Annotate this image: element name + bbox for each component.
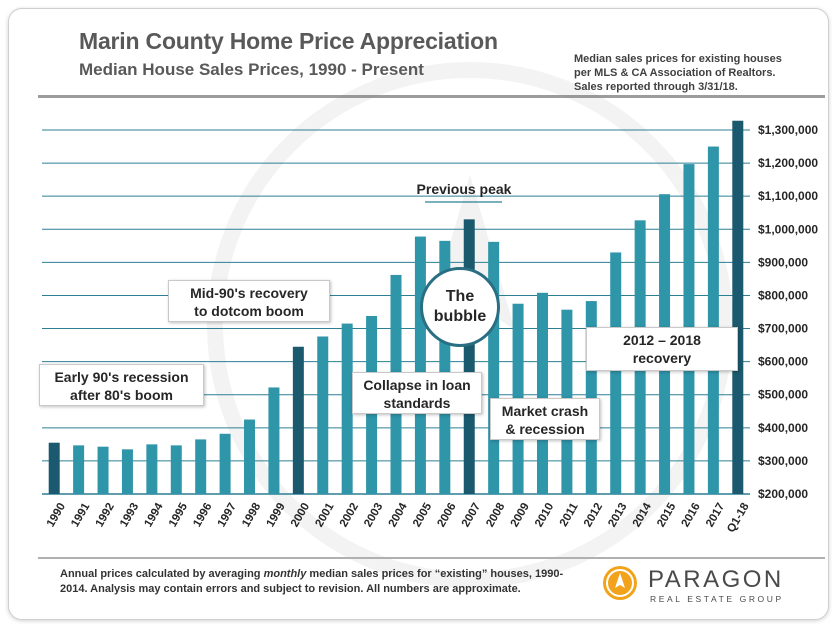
- annotation-bubble: The bubble: [420, 267, 500, 347]
- annotation-line: Early 90's recession: [54, 369, 189, 385]
- x-tick-label: 1999: [265, 501, 288, 529]
- bar-1994: [146, 444, 158, 494]
- bar-2000: [292, 346, 304, 494]
- x-tick-label: 1993: [118, 501, 141, 529]
- annotation-line: The: [445, 288, 475, 305]
- y-tick-label: $200,000: [758, 487, 808, 501]
- x-tick-label: Q1-18: [725, 501, 752, 535]
- x-tick-label: 2004: [387, 501, 410, 530]
- bar-1991: [73, 445, 85, 494]
- annotation-line: 2012 – 2018: [623, 332, 701, 348]
- annotation-previous-peak: Previous peak: [416, 181, 512, 197]
- y-tick-label: $700,000: [758, 322, 808, 336]
- y-tick-label: $600,000: [758, 355, 808, 369]
- y-tick-label: $900,000: [758, 255, 808, 269]
- logo-glyph-icon: [606, 569, 634, 597]
- x-tick-label: 2003: [362, 501, 385, 529]
- x-tick-label: 2005: [411, 501, 434, 530]
- bar-1997: [219, 433, 231, 494]
- footnote-post: median sales prices for “existing” house…: [60, 568, 564, 595]
- annotation-line: & recession: [505, 421, 585, 437]
- annotation-line: bubble: [433, 308, 487, 325]
- page-subtitle: Median House Sales Prices, 1990 - Presen…: [79, 60, 424, 79]
- footnote-emphasis: monthly: [263, 568, 307, 580]
- annotation-line: standards: [383, 395, 451, 411]
- bar-2013: [610, 252, 622, 494]
- x-tick-label: 1994: [143, 501, 166, 530]
- annotation-recovery: 2012 – 2018 recovery: [586, 327, 738, 371]
- bar-2017: [707, 146, 719, 494]
- bar-2001: [317, 336, 329, 494]
- x-tick-label: 2006: [435, 501, 458, 529]
- paragon-logo: PARAGON REAL ESTATE GROUP: [603, 566, 803, 608]
- y-tick-label: $300,000: [758, 454, 808, 468]
- footer-divider: [38, 557, 825, 559]
- y-tick-label: $1,300,000: [758, 123, 818, 137]
- x-tick-label: 2011: [558, 501, 581, 529]
- x-tick-label: 2001: [313, 501, 336, 530]
- annotation-line: Market crash: [501, 403, 589, 419]
- x-tick-label: 1996: [191, 501, 214, 529]
- logo-subtitle: REAL ESTATE GROUP: [650, 594, 784, 604]
- bar-2008: [488, 241, 500, 494]
- y-tick-label: $1,100,000: [758, 189, 818, 203]
- y-tick-label: $400,000: [758, 421, 808, 435]
- source-line: Median sales prices for existing houses: [574, 53, 782, 65]
- y-tick-label: $800,000: [758, 288, 808, 302]
- annotation-collapse: Collapse in loan standards: [352, 372, 482, 414]
- x-tick-label: 1998: [240, 501, 263, 530]
- x-tick-label: 2012: [582, 501, 605, 529]
- annotation-line: recovery: [632, 350, 692, 366]
- x-tick-label: 1990: [45, 501, 68, 529]
- bar-2012: [585, 301, 597, 494]
- y-tick-label: $500,000: [758, 388, 808, 402]
- x-tick-label: 2002: [338, 501, 361, 529]
- bar-1998: [244, 419, 256, 494]
- y-tick-labels: $200,000 $300,000 $400,000 $500,000 $600,000…: [758, 123, 818, 501]
- page-title: Marin County Home Price Appreciation: [79, 28, 498, 54]
- annotation-line: after 80's boom: [70, 387, 173, 403]
- x-tick-label: 2016: [680, 501, 703, 529]
- annotation-early-90s: Early 90's recession after 80's boom: [39, 364, 204, 406]
- logo-mark-icon: [603, 566, 637, 600]
- annotation-market-crash: Market crash & recession: [490, 398, 600, 440]
- bar-2007: [463, 219, 475, 494]
- logo-name: PARAGON: [648, 566, 784, 593]
- annotation-mid-90s: Mid-90's recovery to dotcom boom: [168, 280, 330, 322]
- source-line: Sales reported through 3/31/18.: [574, 81, 738, 93]
- footnote-pre: Annual prices calculated by averaging: [60, 568, 264, 580]
- bar-2010: [536, 292, 548, 494]
- footnote: Annual prices calculated by averaging mo…: [60, 567, 590, 597]
- x-tick-label: 1995: [167, 501, 190, 530]
- x-tick-label: 2017: [704, 501, 727, 529]
- bar-1992: [97, 446, 109, 494]
- source-note: Median sales prices for existing houses …: [574, 52, 824, 94]
- bar-2005: [414, 236, 426, 494]
- bar-1995: [170, 445, 182, 494]
- bar-2006: [439, 240, 451, 494]
- source-line: per MLS & CA Association of Realtors.: [574, 67, 776, 79]
- bar-2002: [341, 323, 353, 494]
- bar-Q1-18: [732, 120, 744, 494]
- y-tick-label: $1,200,000: [758, 156, 818, 170]
- header-divider: [38, 95, 825, 98]
- x-tick-label: 1997: [216, 501, 239, 529]
- bar-1990: [48, 442, 60, 494]
- x-tick-label: 2007: [460, 501, 483, 529]
- annotation-line: Collapse in loan: [363, 377, 471, 393]
- annotation-line: Mid-90's recovery: [190, 285, 308, 301]
- y-tick-label: $1,000,000: [758, 222, 818, 236]
- bar-1999: [268, 387, 280, 494]
- annotation-line: to dotcom boom: [194, 303, 304, 319]
- x-tick-labels: 1990 1991 1992 1993 1994 1995 1996 1997 1998 1999…: [45, 501, 752, 535]
- x-tick-label: 2010: [533, 501, 556, 529]
- x-tick-label: 2009: [509, 501, 532, 529]
- x-tick-label: 1992: [94, 501, 117, 529]
- bar-1996: [195, 439, 207, 494]
- x-tick-label: 1991: [69, 501, 92, 530]
- bar-1993: [121, 449, 133, 494]
- bars: [48, 120, 744, 495]
- x-tick-label: 2008: [484, 501, 507, 530]
